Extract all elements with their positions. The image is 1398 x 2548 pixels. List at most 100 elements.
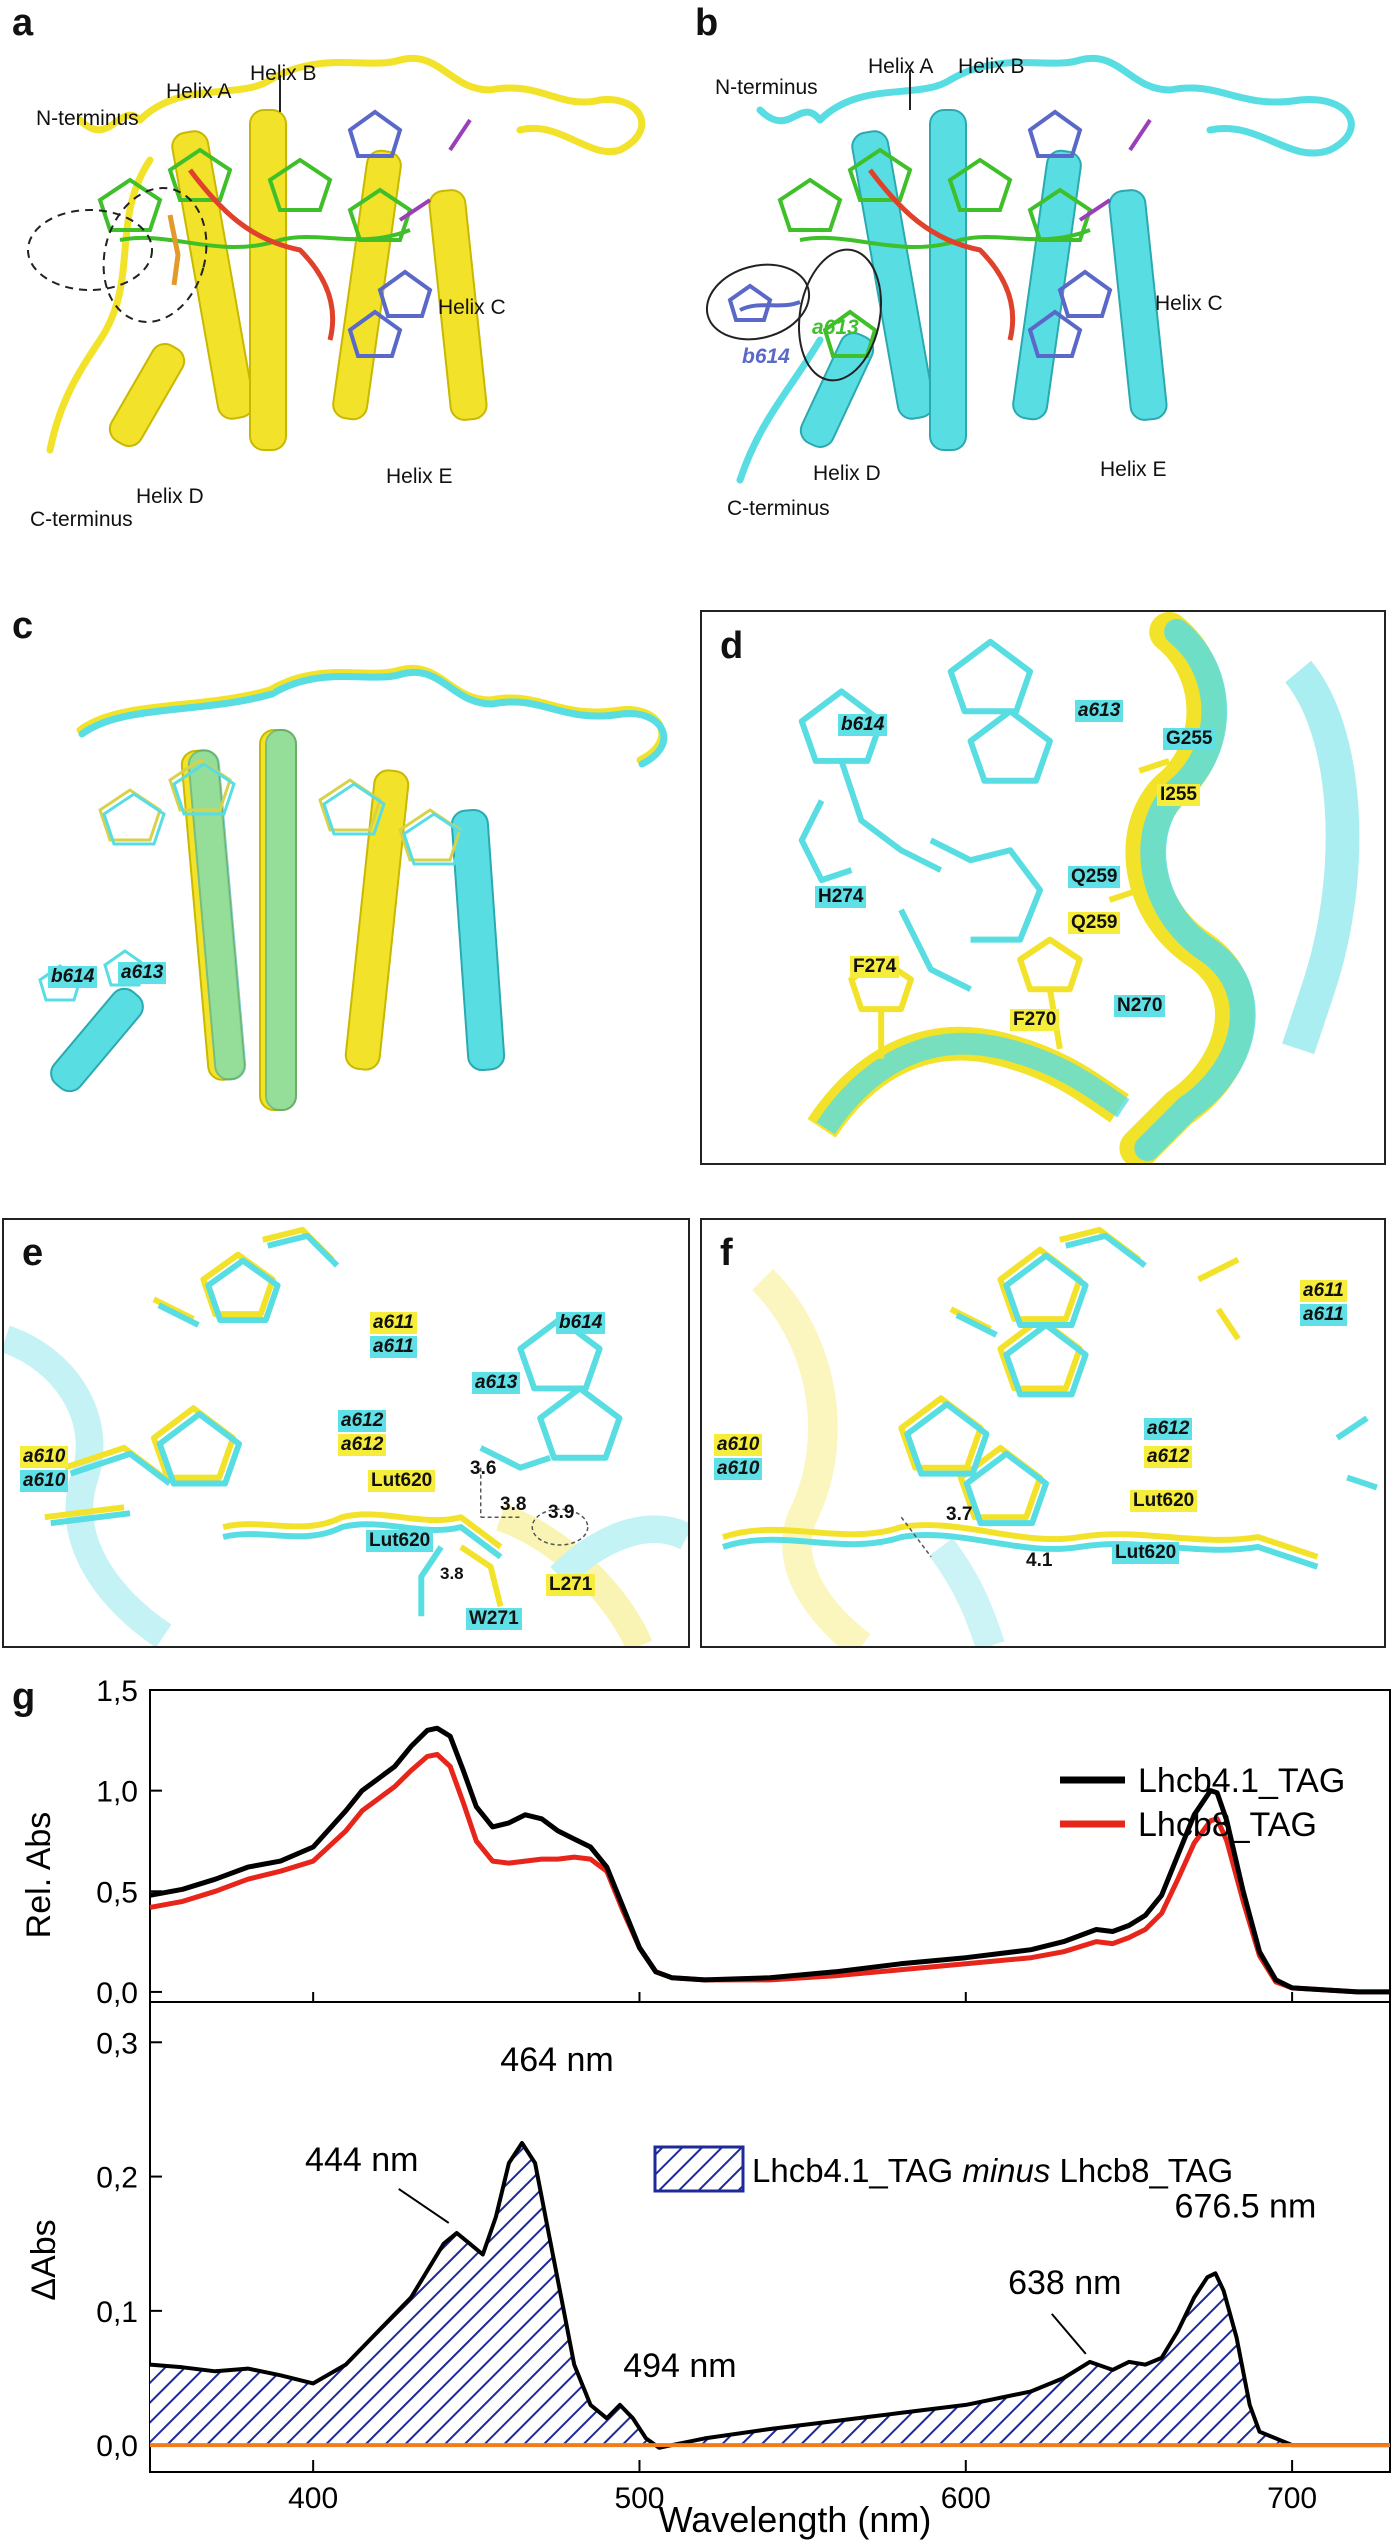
b-c-terminus-label: C-terminus	[727, 497, 830, 520]
top-ytick-label: 1,0	[96, 1776, 138, 1809]
f-a612-cyan-label: a612	[1144, 1418, 1193, 1440]
annotation-leader	[398, 2188, 450, 2224]
top-ytick-label: 0,0	[96, 1977, 138, 2010]
bottom-ytick-label: 0,3	[96, 2027, 138, 2060]
f-distance-4-1: 4.1	[1026, 1550, 1053, 1571]
bottom-xtick-label: 400	[288, 2482, 338, 2515]
panel-b-letter: b	[695, 2, 719, 44]
panel-e-letter: e	[22, 1232, 44, 1274]
series-line-lhcb41	[149, 1725, 1390, 1995]
bottom-ytick-label: 0,1	[96, 2296, 138, 2329]
e-a611-cyan-label: a611	[370, 1336, 417, 1358]
f-a610-yellow-label: a610	[714, 1434, 763, 1456]
panel-a-structure	[20, 40, 670, 540]
e-lut620-cyan-label: Lut620	[366, 1530, 434, 1552]
bottom-ytick-label: 0,2	[96, 2162, 138, 2195]
peak-annotation: 676.5 nm	[1175, 2187, 1317, 2225]
panel-c-structure	[20, 650, 690, 1160]
d-q259-cyan-label: Q259	[1068, 866, 1121, 888]
d-q259-yellow-label: Q259	[1068, 912, 1121, 934]
d-n270-label: N270	[1114, 995, 1166, 1017]
absorption-chart: 0,0 0,5 1,0 1,5 0,0 0,1 0,2 0,3 400 500 600 700 44…	[0, 1680, 1398, 2548]
e-a612-yellow-label: a612	[338, 1434, 387, 1456]
panel-a-letter: a	[12, 2, 34, 44]
top-ylabel: Rel. Abs	[20, 1812, 58, 1939]
e-a613-label: a613	[472, 1372, 521, 1394]
f-a610-cyan-label: a610	[714, 1458, 763, 1480]
b-a613-label: a613	[812, 316, 859, 339]
b-n-terminus-label: N-terminus	[715, 76, 818, 99]
e-w271-label: W271	[466, 1608, 522, 1630]
legend-swatch-diff	[653, 2145, 745, 2193]
e-distance-3-8a: 3.8	[500, 1494, 527, 1515]
e-l271-label: L271	[546, 1574, 596, 1596]
annotation-leader	[1051, 2313, 1087, 2355]
e-a610-yellow-label: a610	[20, 1446, 69, 1468]
e-a611-yellow-label: a611	[370, 1312, 417, 1334]
bottom-xtick-label: 600	[941, 2482, 991, 2515]
c-a613-label: a613	[118, 962, 167, 984]
top-legend: Lhcb4.1_TAG Lhcb8_TAG	[1060, 1762, 1345, 1844]
bottom-plot-frame	[149, 2001, 1391, 2473]
b-b614-label: b614	[742, 345, 790, 368]
peak-annotation: 464 nm	[500, 2041, 613, 2079]
top-ytick-label: 0,5	[96, 1876, 138, 1909]
f-a612-yellow-label: a612	[1144, 1446, 1193, 1468]
f-distance-3-7: 3.7	[946, 1504, 973, 1525]
d-a613-label: a613	[1075, 700, 1124, 722]
bottom-xtick-label: 700	[1267, 2482, 1317, 2515]
b-helix-a-label: Helix A	[868, 55, 934, 78]
a-helix-c-label: Helix C	[438, 296, 506, 319]
b-helix-d-label: Helix D	[813, 462, 881, 485]
a-helix-e-label: Helix E	[386, 465, 453, 488]
top-plot-series	[149, 1725, 1390, 1995]
a-n-terminus-label: N-terminus	[36, 107, 139, 130]
bottom-xtick-label: 500	[614, 2482, 664, 2515]
peak-annotation: 444 nm	[305, 2141, 418, 2179]
d-b614-label: b614	[838, 714, 888, 736]
e-distance-3-9: 3.9	[548, 1502, 575, 1523]
a-helix-d-label: Helix D	[136, 485, 204, 508]
panel-g-letter: g	[12, 1676, 36, 1718]
d-f270-label: F270	[1010, 1009, 1060, 1031]
legend-label-diff: Lhcb4.1_TAG minus Lhcb8_TAG	[752, 2152, 1233, 2189]
bottom-plot-annotations: 444 nm 464 nm 494 nm 638 nm 676.5 nm	[305, 2041, 1316, 2385]
peak-annotation: 494 nm	[623, 2347, 736, 2385]
diff-area-fill	[150, 2143, 1390, 2448]
bottom-ylabel: ΔAbs	[25, 2219, 63, 2300]
peak-annotation: 638 nm	[1008, 2264, 1121, 2302]
f-lut620-yellow-label: Lut620	[1130, 1490, 1198, 1512]
bottom-plot-axes: 0,0 0,1 0,2 0,3 400 500 600 700	[96, 2001, 1391, 2515]
a-helix-b-label: Helix B	[250, 62, 317, 85]
c-b614-label: b614	[48, 966, 98, 988]
panel-f-box	[700, 1218, 1386, 1648]
panel-d-letter: d	[720, 625, 744, 667]
panel-c-letter: c	[12, 605, 34, 647]
e-distance-3-6: 3.6	[470, 1458, 497, 1479]
f-lut620-cyan-label: Lut620	[1112, 1542, 1180, 1564]
a-c-terminus-label: C-terminus	[30, 508, 133, 531]
f-a611-cyan-label: a611	[1300, 1304, 1347, 1326]
e-lut620-yellow-label: Lut620	[368, 1470, 436, 1492]
bottom-plot-series	[149, 2141, 1390, 2450]
bottom-legend: Lhcb4.1_TAG minus Lhcb8_TAG	[653, 2145, 1233, 2193]
top-plot-frame	[149, 1689, 1391, 2003]
e-distance-3-8b: 3.8	[440, 1564, 464, 1583]
b-helix-e-label: Helix E	[1100, 458, 1167, 481]
diff-line	[149, 2141, 1390, 2450]
a-helix-a-label: Helix A	[166, 80, 232, 103]
panel-d-box	[700, 610, 1386, 1165]
bottom-ytick-label: 0,0	[96, 2430, 138, 2463]
d-h274-label: H274	[815, 886, 867, 908]
d-g255-label: G255	[1163, 728, 1216, 750]
panel-b-structure	[700, 40, 1380, 530]
panel-f-letter: f	[720, 1232, 733, 1274]
d-i255-label: I255	[1157, 784, 1200, 806]
b-helix-b-label: Helix B	[958, 55, 1025, 78]
e-a612-cyan-label: a612	[338, 1410, 387, 1432]
legend-label-lhcb41: Lhcb4.1_TAG	[1138, 1762, 1345, 1800]
e-a610-cyan-label: a610	[20, 1470, 69, 1492]
d-f274-label: F274	[850, 956, 900, 978]
x-axis-label: Wavelength (nm)	[659, 2499, 932, 2540]
